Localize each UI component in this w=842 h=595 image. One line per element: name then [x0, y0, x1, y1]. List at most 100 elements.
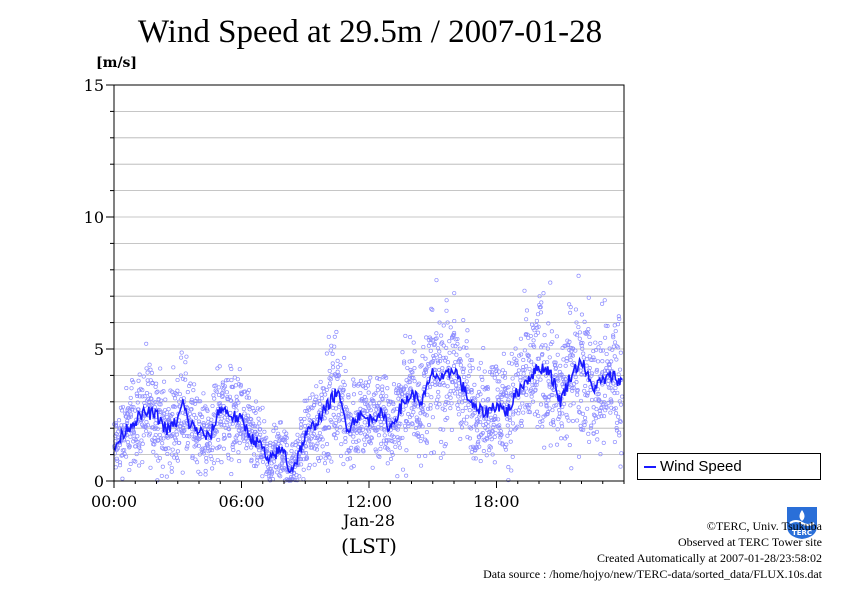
sample-point	[260, 405, 265, 410]
sample-point	[419, 463, 424, 468]
sample-point	[426, 337, 431, 343]
sample-point	[598, 348, 603, 353]
sample-point	[613, 329, 618, 334]
sample-point	[215, 458, 220, 463]
sample-point	[527, 410, 533, 415]
sample-point	[600, 348, 605, 353]
sample-point	[197, 452, 202, 457]
sample-point	[367, 429, 372, 434]
sample-point	[128, 434, 133, 439]
sample-point	[420, 408, 425, 413]
sample-point	[597, 397, 602, 403]
sample-point	[373, 391, 378, 396]
sample-point	[392, 407, 397, 412]
sample-point	[262, 429, 267, 434]
sample-point	[154, 453, 159, 458]
sample-point	[507, 430, 513, 435]
sample-point	[427, 423, 432, 428]
sample-point	[442, 408, 447, 413]
sample-point	[565, 338, 570, 343]
sample-point	[608, 385, 613, 390]
sample-point	[163, 397, 168, 402]
sample-point	[553, 360, 558, 365]
sample-point	[602, 393, 608, 398]
sample-point	[310, 392, 315, 397]
sample-point	[304, 455, 309, 460]
sample-point	[126, 443, 131, 448]
sample-point	[128, 414, 133, 419]
sample-point	[330, 351, 335, 356]
sample-point	[284, 431, 289, 436]
sample-point	[422, 373, 427, 378]
sample-point	[324, 410, 329, 415]
sample-point	[543, 396, 548, 401]
sample-point	[490, 370, 495, 375]
sample-point	[343, 439, 348, 444]
sample-point	[403, 333, 408, 338]
sample-point	[120, 453, 125, 458]
sample-point	[381, 427, 386, 432]
sample-point	[598, 341, 603, 346]
sample-point	[580, 340, 585, 345]
sample-point	[538, 402, 544, 407]
sample-point	[435, 346, 441, 351]
sample-point	[528, 333, 533, 339]
sample-point	[514, 358, 519, 363]
sample-point	[382, 433, 387, 438]
sample-point	[258, 432, 263, 437]
sample-point	[519, 352, 524, 357]
sample-point	[575, 418, 580, 423]
sample-point	[299, 457, 304, 462]
sample-point	[217, 444, 222, 449]
sample-point	[140, 441, 145, 446]
sample-point	[503, 447, 508, 452]
sample-point	[131, 405, 136, 410]
sample-point	[404, 378, 409, 383]
sample-point	[458, 363, 463, 368]
sample-point	[524, 308, 529, 313]
sample-point	[488, 415, 494, 420]
sample-point	[519, 418, 524, 424]
sample-point	[509, 351, 514, 356]
sample-point	[257, 427, 262, 432]
sample-point	[131, 380, 136, 385]
sample-point	[606, 385, 611, 390]
sample-point	[371, 398, 376, 403]
sample-point	[557, 414, 562, 420]
sample-point	[341, 462, 346, 467]
sample-point	[224, 378, 229, 383]
sample-point	[573, 307, 578, 312]
sample-point	[559, 421, 564, 426]
sample-point	[591, 412, 596, 417]
sample-point	[233, 403, 239, 408]
sample-point	[119, 408, 125, 413]
sample-point	[417, 381, 422, 386]
sample-point	[150, 380, 155, 385]
sample-point	[408, 386, 413, 391]
sample-point	[127, 407, 132, 412]
sample-point	[335, 365, 340, 370]
sample-point	[482, 369, 487, 374]
sample-point	[331, 432, 336, 437]
sample-point	[457, 346, 462, 351]
sample-point	[134, 452, 139, 457]
sample-point	[427, 363, 432, 368]
sample-point	[432, 342, 437, 347]
sample-point	[500, 383, 505, 389]
sample-point	[255, 455, 260, 460]
sample-point	[521, 410, 526, 415]
sample-point	[253, 424, 258, 429]
sample-point	[139, 438, 144, 443]
sample-point	[377, 400, 382, 405]
sample-point	[542, 333, 547, 338]
sample-point	[172, 441, 177, 446]
sample-point	[532, 328, 537, 333]
sample-point	[410, 370, 415, 375]
sample-point	[584, 357, 589, 362]
sample-point	[282, 429, 287, 434]
sample-point	[444, 399, 449, 405]
sample-point	[238, 382, 243, 388]
sample-point	[419, 363, 424, 368]
sample-point	[538, 305, 543, 310]
sample-point	[124, 386, 129, 391]
